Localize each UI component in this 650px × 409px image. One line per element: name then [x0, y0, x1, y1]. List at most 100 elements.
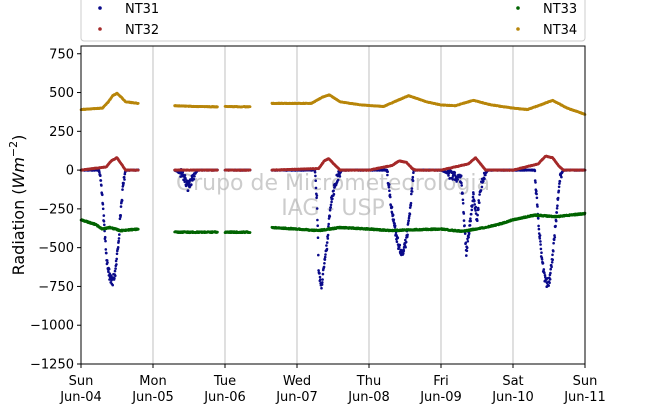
point-NT31 — [534, 181, 537, 184]
point-NT31 — [474, 205, 478, 209]
point-NT31 — [461, 202, 465, 205]
point-NT31 — [478, 193, 481, 196]
point-NT31 — [411, 179, 415, 183]
point-NT31 — [539, 240, 542, 243]
point-NT31 — [467, 231, 471, 235]
point-NT31 — [537, 227, 541, 231]
point-NT31 — [101, 207, 105, 211]
point-NT31 — [463, 232, 467, 235]
point-NT31 — [558, 180, 562, 183]
point-NT31 — [118, 217, 122, 221]
point-NT31 — [332, 192, 336, 196]
plot-series — [79, 91, 587, 290]
point-NT31 — [535, 196, 539, 200]
point-NT31 — [395, 240, 399, 243]
point-NT31 — [105, 259, 109, 262]
point-NT31 — [402, 251, 405, 255]
point-NT31 — [108, 272, 112, 276]
point-NT31 — [482, 179, 485, 183]
point-NT31 — [554, 219, 558, 223]
point-NT31 — [548, 278, 552, 281]
point-NT31 — [190, 183, 193, 186]
point-NT31 — [323, 262, 326, 265]
point-NT31 — [404, 240, 408, 244]
point-NT31 — [113, 269, 117, 273]
point-NT31 — [330, 200, 333, 204]
point-NT31 — [476, 219, 479, 222]
point-NT31 — [317, 269, 320, 272]
point-NT31 — [470, 208, 474, 212]
point-NT31 — [107, 267, 111, 271]
point-NT31 — [554, 224, 557, 228]
point-NT31 — [101, 203, 105, 206]
point-NT31 — [186, 189, 190, 192]
point-NT31 — [548, 281, 551, 285]
point-NT31 — [461, 192, 464, 195]
point-NT31 — [472, 192, 475, 196]
point-NT31 — [329, 206, 333, 209]
point-NT31 — [463, 224, 466, 227]
point-NT31 — [462, 219, 466, 222]
point-NT31 — [537, 217, 540, 220]
point-NT31 — [393, 222, 396, 225]
point-NT31 — [315, 207, 319, 210]
point-NT31 — [119, 214, 122, 217]
point-NT31 — [118, 233, 121, 236]
point-NT31 — [328, 208, 332, 212]
point-NT31 — [464, 241, 468, 245]
point-NT31 — [556, 204, 559, 207]
point-NT31 — [408, 212, 412, 216]
point-NT31 — [113, 276, 116, 280]
point-NT31 — [535, 192, 538, 196]
point-NT31 — [314, 179, 318, 182]
point-NT31 — [469, 217, 472, 220]
point-NT31 — [555, 207, 559, 210]
point-NT31 — [99, 179, 103, 182]
point-NT31 — [469, 212, 473, 216]
point-NT31 — [321, 278, 324, 281]
point-NT31 — [533, 169, 537, 173]
point-NT31 — [552, 238, 556, 242]
point-NT31 — [323, 255, 327, 259]
point-NT33 — [248, 231, 252, 234]
point-NT31 — [477, 199, 481, 202]
point-NT31 — [326, 237, 330, 240]
point-NT31 — [322, 265, 326, 269]
point-NT31 — [115, 257, 118, 261]
point-NT31 — [318, 275, 322, 279]
point-NT31 — [409, 204, 413, 207]
point-NT31 — [552, 241, 555, 245]
point-NT31 — [461, 198, 465, 202]
point-NT31 — [321, 281, 324, 284]
point-NT31 — [557, 189, 561, 193]
point-NT31 — [462, 212, 466, 215]
point-NT31 — [98, 171, 101, 174]
point-NT31 — [183, 180, 186, 183]
point-NT31 — [387, 183, 391, 186]
point-NT31 — [392, 218, 396, 221]
point-NT31 — [453, 171, 457, 174]
point-NT31 — [483, 177, 486, 181]
point-NT31 — [320, 286, 323, 290]
point-NT31 — [556, 196, 560, 200]
point-NT31 — [331, 197, 334, 201]
point-NT31 — [397, 246, 401, 249]
point-NT31 — [538, 237, 542, 240]
point-NT31 — [398, 243, 402, 247]
point-NT31 — [114, 274, 117, 278]
point-NT31 — [549, 267, 552, 271]
point-NT31 — [469, 219, 473, 223]
point-NT31 — [315, 196, 318, 200]
point-NT32 — [216, 168, 219, 172]
point-NT31 — [393, 224, 397, 228]
point-NT31 — [474, 209, 477, 212]
point-NT31 — [460, 181, 463, 185]
point-NT31 — [388, 193, 392, 197]
point-NT31 — [447, 174, 450, 177]
point-NT32 — [137, 169, 140, 172]
point-NT31 — [101, 193, 104, 197]
point-NT31 — [115, 252, 119, 256]
point-NT34 — [137, 102, 140, 105]
point-NT31 — [114, 259, 118, 263]
point-NT31 — [319, 278, 322, 281]
